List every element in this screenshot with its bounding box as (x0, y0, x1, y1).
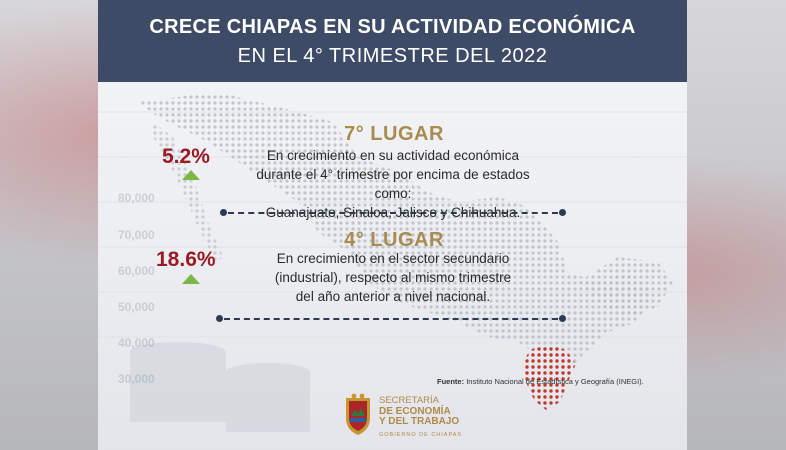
percent-value: 18.6% (156, 248, 216, 271)
background-number: 30,000 (118, 372, 155, 386)
background-number: 80,000 (118, 191, 155, 205)
background-number: 40,000 (118, 336, 155, 350)
item-description: En crecimiento en el sector secundario (… (274, 251, 512, 304)
rank-label: 4° LUGAR (344, 229, 444, 251)
dashed-divider (228, 212, 558, 214)
percent-value: 5.2% (162, 145, 210, 168)
divider-dot (220, 209, 227, 216)
background-number: 60,000 (118, 264, 155, 278)
rank-label: 7° LUGAR (344, 123, 444, 145)
up-arrow-icon (182, 170, 200, 180)
source-note: Fuente: Instituto Nacional de Estadístic… (437, 377, 644, 386)
divider-dot (559, 315, 566, 322)
up-arrow-icon (182, 274, 200, 284)
ministry-logo-text: SECRETARÍA DE ECONOMÍA Y DEL TRABAJO GOB… (379, 395, 463, 438)
page-title: CRECE CHIAPAS EN SU ACTIVIDAD ECONÓMICA (149, 16, 636, 38)
background-decoration (98, 92, 687, 432)
background-number: 70,000 (118, 228, 155, 242)
infographic-card: CRECE CHIAPAS EN SU ACTIVIDAD ECONÓMICA … (98, 0, 687, 450)
mexico-map-icon (138, 92, 653, 372)
divider-dot (216, 315, 223, 322)
header-banner: CRECE CHIAPAS EN SU ACTIVIDAD ECONÓMICA … (98, 0, 687, 82)
chiapas-map-highlight (522, 344, 576, 410)
background-number: 50,000 (118, 300, 155, 314)
page-subtitle: EN EL 4° TRIMESTRE DEL 2022 (237, 45, 548, 67)
coat-of-arms-icon (346, 393, 370, 435)
item-description: En crecimiento en su actividad económica… (256, 148, 530, 220)
dashed-divider (224, 318, 558, 320)
divider-dot (559, 209, 566, 216)
